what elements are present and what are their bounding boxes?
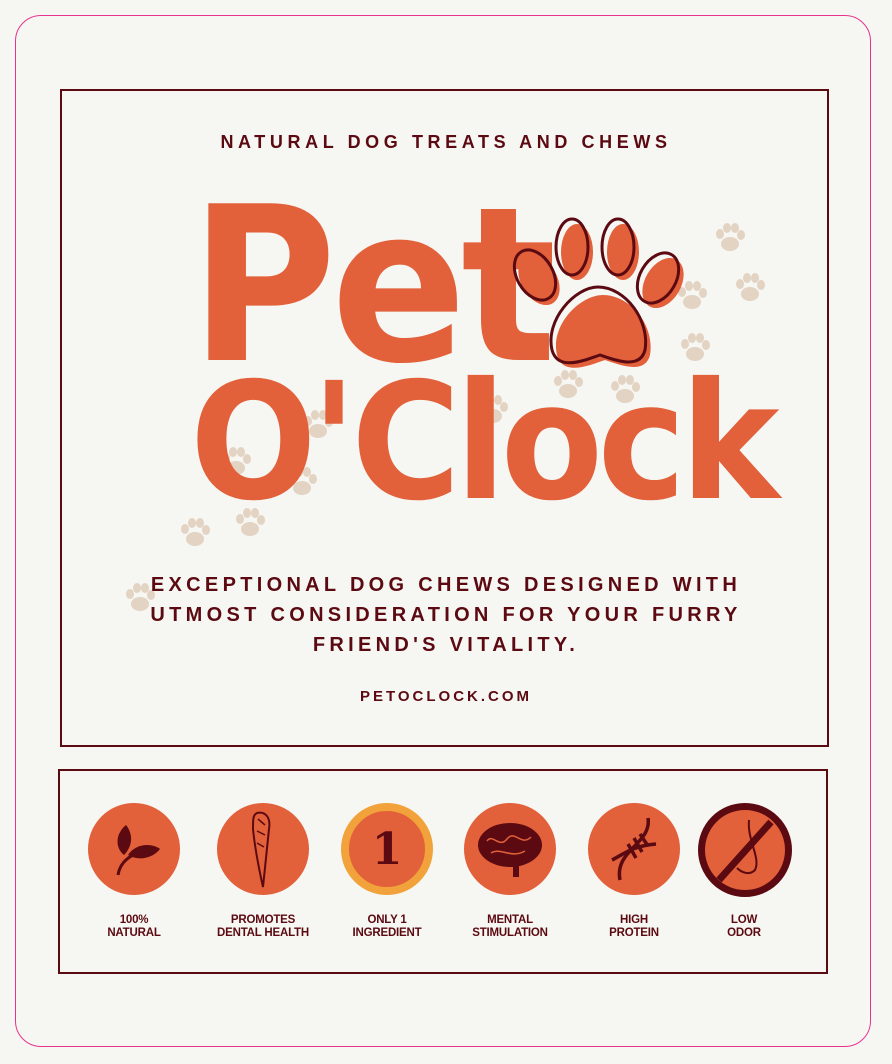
feature-label-line: LOW (730, 914, 758, 926)
feature-label-line: MENTAL (487, 914, 533, 926)
brain-icon (464, 803, 556, 895)
leaf-icon (88, 803, 180, 895)
chew-stick-icon (217, 803, 309, 895)
tagline-line: EXCEPTIONAL DOG CHEWS DESIGNED WITH (150, 574, 742, 596)
features-panel (58, 769, 828, 974)
feature-label-line: 100% (119, 914, 149, 926)
feature-label-line: STIMULATION (472, 926, 548, 939)
feature-label-line: HIGH (620, 914, 648, 926)
tagline-line: FRIEND'S VITALITY. (312, 634, 580, 656)
website-link[interactable]: PETOCLOCK.COM (359, 688, 533, 705)
feature-label: PROMOTES DENTAL HEALTH (193, 914, 333, 939)
feature-label-line: PROTEIN (609, 926, 659, 939)
paw-print-icon (736, 273, 765, 301)
tagline: EXCEPTIONAL DOG CHEWS DESIGNED WITH UTMO… (0, 570, 892, 660)
feature-label-line: ODOR (727, 926, 761, 939)
logo-text-pet: Pet (190, 160, 557, 411)
badge-number: 1 (371, 823, 403, 875)
dna-icon (588, 803, 680, 895)
tagline-line: UTMOST CONSIDERATION FOR YOUR FURRY (150, 604, 742, 626)
no-odor-icon (698, 803, 792, 897)
number-one-badge-icon: 1 (341, 803, 433, 895)
feature-label-line: ONLY 1 (367, 914, 407, 926)
logo-text-oclock: O'Clock (190, 349, 780, 537)
feature-label: LOW ODOR (674, 914, 814, 939)
feature-label: 100% NATURAL (64, 914, 204, 939)
feature-label: MENTAL STIMULATION (440, 914, 580, 939)
brand-panel (60, 89, 829, 747)
paw-print-icon (512, 217, 684, 368)
subtitle: NATURAL DOG TREATS AND CHEWS (220, 132, 672, 152)
feature-label-line: PROMOTES (230, 914, 296, 926)
feature-label-line: NATURAL (107, 926, 161, 939)
feature-label: HIGH PROTEIN (564, 914, 704, 939)
feature-label-line: DENTAL HEALTH (217, 926, 309, 939)
feature-label-line: INGREDIENT (352, 926, 422, 939)
paw-print-icon (716, 223, 745, 251)
feature-label: ONLY 1 INGREDIENT (317, 914, 457, 939)
